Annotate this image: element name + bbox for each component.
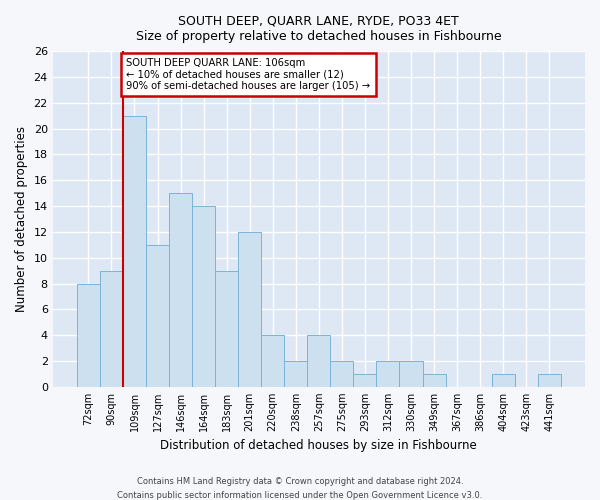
Text: SOUTH DEEP QUARR LANE: 106sqm
← 10% of detached houses are smaller (12)
90% of s: SOUTH DEEP QUARR LANE: 106sqm ← 10% of d… [127, 58, 371, 91]
Bar [353, 374, 376, 387]
Text: Contains HM Land Registry data © Crown copyright and database right 2024.
Contai: Contains HM Land Registry data © Crown c… [118, 478, 482, 500]
Bar [192, 206, 215, 387]
Bar [146, 245, 169, 387]
Bar [400, 361, 422, 387]
Y-axis label: Number of detached properties: Number of detached properties [15, 126, 28, 312]
Bar [538, 374, 561, 387]
Bar [284, 361, 307, 387]
Bar [100, 270, 123, 387]
Bar [261, 335, 284, 387]
Bar [77, 284, 100, 387]
Bar [215, 270, 238, 387]
Bar [169, 193, 192, 387]
X-axis label: Distribution of detached houses by size in Fishbourne: Distribution of detached houses by size … [160, 440, 477, 452]
Bar [376, 361, 400, 387]
Bar [307, 335, 331, 387]
Bar [238, 232, 261, 387]
Bar [422, 374, 446, 387]
Bar [331, 361, 353, 387]
Bar [123, 116, 146, 387]
Bar [491, 374, 515, 387]
Title: SOUTH DEEP, QUARR LANE, RYDE, PO33 4ET
Size of property relative to detached hou: SOUTH DEEP, QUARR LANE, RYDE, PO33 4ET S… [136, 15, 502, 43]
